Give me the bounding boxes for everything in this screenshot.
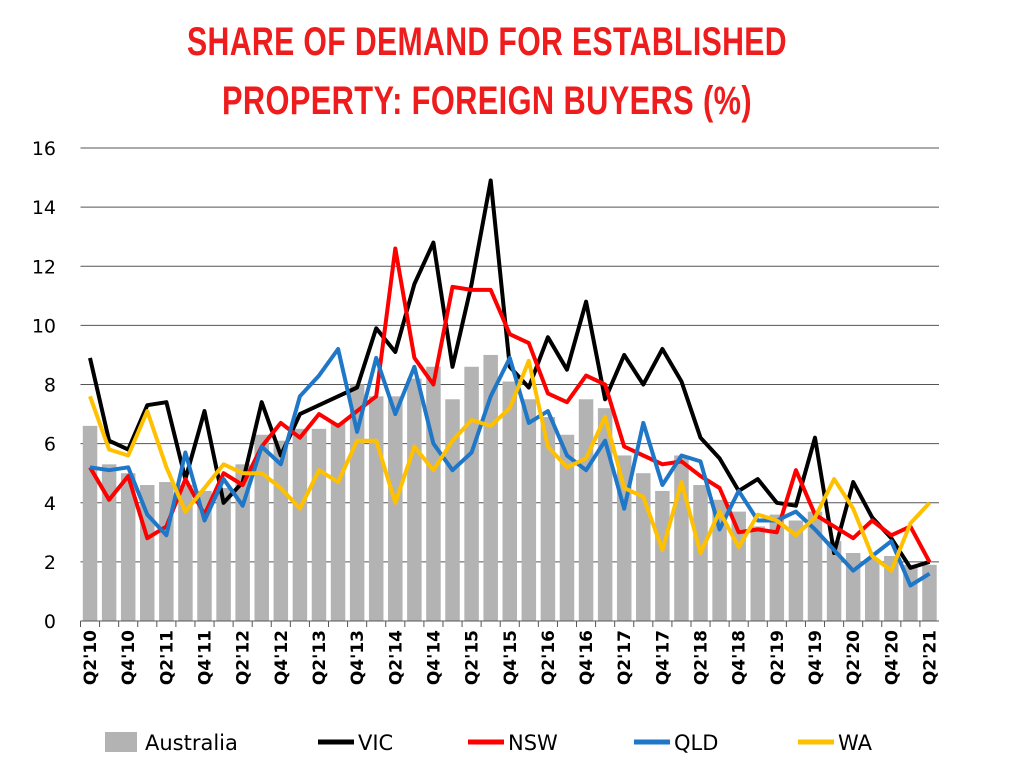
bar bbox=[864, 558, 880, 621]
bar bbox=[254, 434, 269, 621]
bar bbox=[292, 428, 308, 621]
x-tick-label: Q4'16 bbox=[577, 630, 597, 685]
bar bbox=[807, 511, 823, 621]
bar bbox=[502, 381, 517, 621]
bar bbox=[521, 399, 537, 621]
chart-title: PROPERTY: FOREIGN BUYERS (%) bbox=[222, 79, 752, 123]
chart-title: SHARE OF DEMAND FOR ESTABLISHED bbox=[187, 20, 787, 64]
x-tick-label: Q2'13 bbox=[310, 630, 330, 685]
bar bbox=[655, 490, 670, 621]
x-tick-label: Q2'16 bbox=[539, 630, 559, 685]
x-tick-label: Q4'18 bbox=[730, 630, 750, 685]
bar bbox=[578, 399, 594, 621]
line bbox=[88, 358, 931, 573]
y-tick-label: 0 bbox=[44, 611, 56, 633]
bar bbox=[388, 396, 403, 621]
y-tick-label: 8 bbox=[44, 375, 56, 397]
bar bbox=[922, 564, 937, 621]
bar bbox=[540, 417, 556, 621]
bar bbox=[330, 422, 346, 621]
y-tick-label: 14 bbox=[32, 197, 56, 219]
bar bbox=[82, 425, 98, 621]
bar bbox=[884, 555, 899, 621]
bar bbox=[120, 473, 136, 621]
x-tick-label: Q2'10 bbox=[81, 630, 101, 685]
bar bbox=[769, 514, 785, 621]
bar bbox=[559, 434, 575, 621]
bar bbox=[159, 482, 174, 621]
bar bbox=[407, 378, 422, 621]
y-tick-label: 6 bbox=[44, 434, 56, 456]
x-tick-label: Q4'10 bbox=[119, 630, 139, 685]
bar bbox=[349, 384, 365, 621]
bar bbox=[788, 520, 804, 621]
x-tick-label: Q4'11 bbox=[196, 630, 216, 685]
y-tick-label: 10 bbox=[32, 315, 56, 337]
bar bbox=[464, 366, 479, 621]
line bbox=[88, 246, 932, 563]
bar bbox=[368, 396, 384, 621]
bar bbox=[445, 399, 460, 621]
legend-label: QLD bbox=[674, 731, 718, 755]
bar bbox=[426, 366, 441, 621]
bar bbox=[273, 440, 289, 621]
line bbox=[89, 347, 931, 588]
bar bbox=[178, 485, 193, 621]
bar bbox=[712, 499, 727, 621]
legend-swatch bbox=[105, 732, 137, 752]
bar bbox=[216, 487, 231, 621]
bar bbox=[826, 541, 842, 621]
x-tick-label: Q2'11 bbox=[157, 630, 177, 685]
y-tick-label: 16 bbox=[32, 138, 56, 160]
y-tick-label: 4 bbox=[44, 493, 56, 515]
bar bbox=[197, 490, 212, 621]
x-tick-label: Q4'13 bbox=[348, 630, 368, 685]
x-tick-label: Q2'15 bbox=[463, 630, 483, 685]
x-tick-label: Q2'14 bbox=[386, 630, 406, 685]
bar bbox=[101, 464, 117, 621]
legend-label: NSW bbox=[508, 731, 558, 755]
legend-label: Australia bbox=[145, 731, 238, 755]
bar bbox=[750, 526, 766, 621]
x-tick-label: Q2'12 bbox=[234, 630, 254, 685]
x-tick-label: Q4'14 bbox=[424, 630, 444, 685]
legend-label: VIC bbox=[358, 731, 393, 755]
y-tick-label: 12 bbox=[32, 256, 56, 278]
x-tick-label: Q2'18 bbox=[692, 630, 712, 685]
x-tick-label: Q4'20 bbox=[882, 630, 902, 685]
y-tick-label: 2 bbox=[44, 552, 56, 574]
x-tick-label: Q4'12 bbox=[272, 630, 292, 685]
bar bbox=[597, 408, 613, 621]
x-tick-label: Q4'17 bbox=[653, 630, 673, 685]
x-tick-label: Q4'15 bbox=[501, 630, 521, 685]
x-tick-label: Q2'19 bbox=[768, 630, 788, 685]
x-tick-label: Q4'19 bbox=[806, 630, 826, 685]
legend-label: WA bbox=[838, 731, 873, 755]
x-tick-label: Q2'21 bbox=[920, 630, 940, 685]
x-tick-label: Q2'20 bbox=[844, 630, 864, 685]
bar bbox=[311, 428, 327, 621]
x-tick-label: Q2'17 bbox=[615, 630, 635, 685]
line bbox=[88, 178, 931, 570]
